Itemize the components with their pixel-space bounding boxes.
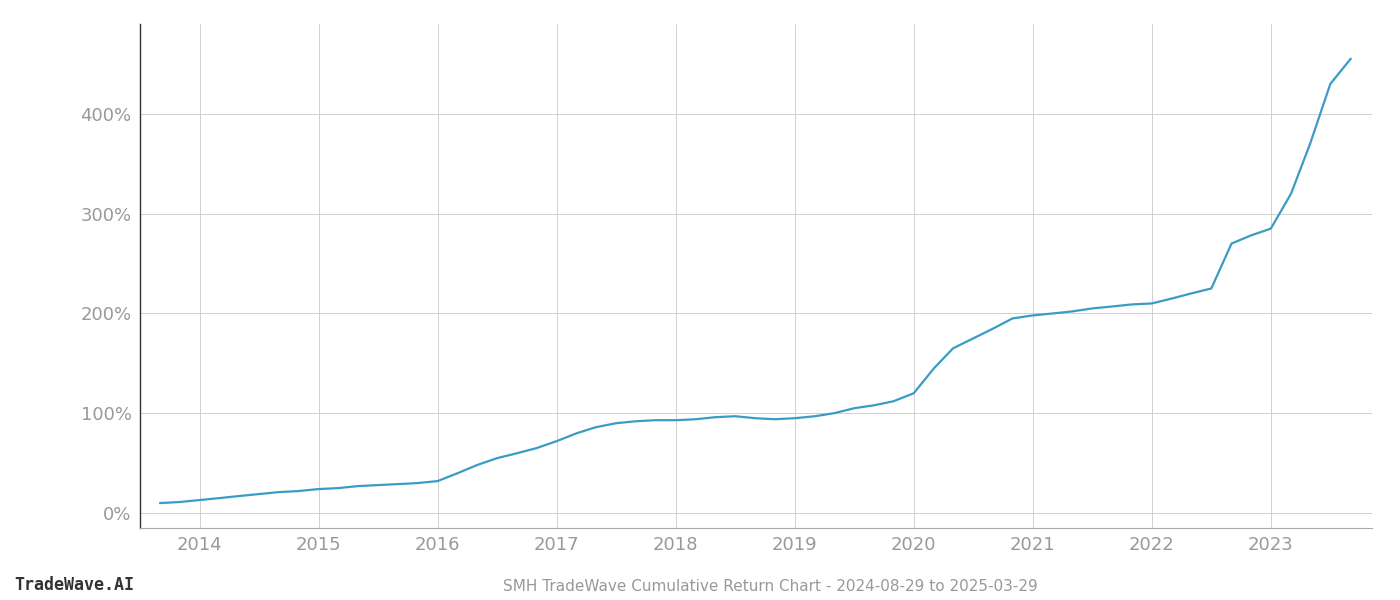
Text: TradeWave.AI: TradeWave.AI [14,576,134,594]
Text: SMH TradeWave Cumulative Return Chart - 2024-08-29 to 2025-03-29: SMH TradeWave Cumulative Return Chart - … [503,579,1037,594]
